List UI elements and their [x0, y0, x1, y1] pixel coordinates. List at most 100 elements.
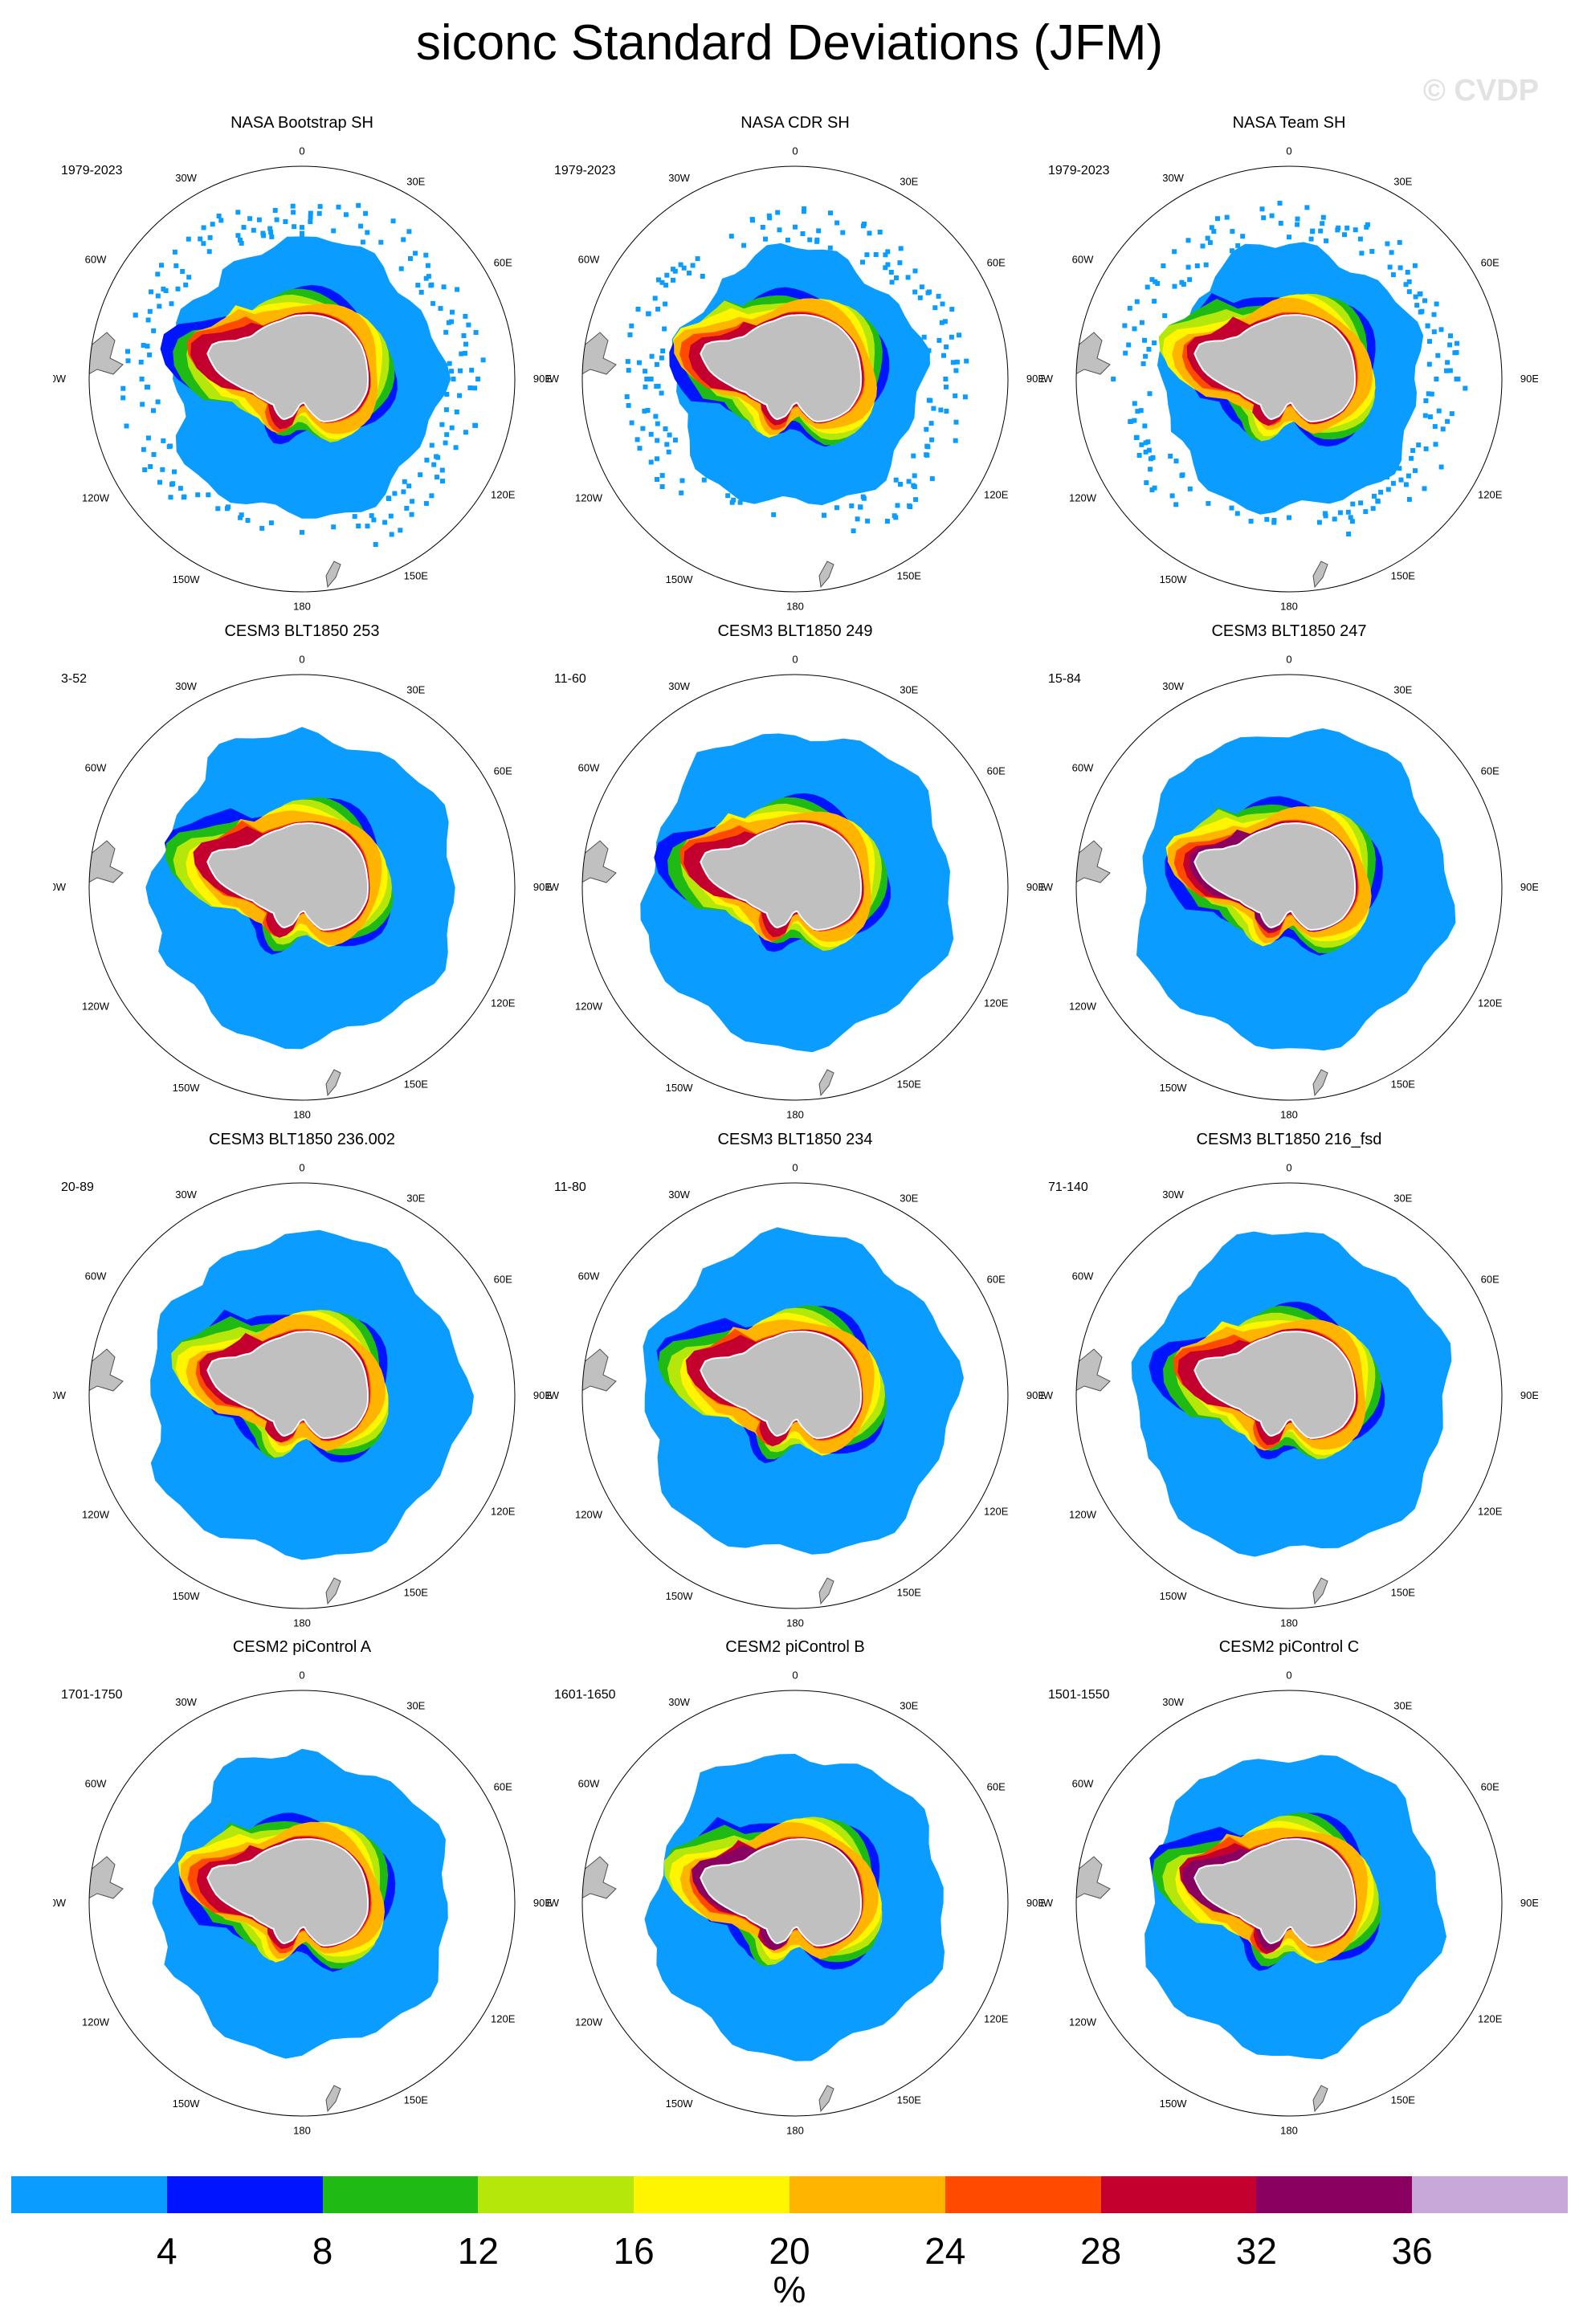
sic-std-pixel [775, 210, 781, 215]
sic-std-pixel [457, 393, 463, 398]
sic-std-pixel [148, 464, 153, 469]
sic-std-pixel [1342, 232, 1347, 238]
sic-std-pixel [649, 353, 655, 359]
sic-std-pixel [1385, 487, 1391, 492]
longitude-label: 30E [900, 683, 918, 695]
sic-std-pixel [207, 234, 213, 240]
sic-std-pixel [687, 271, 692, 275]
panel-period: 11-60 [554, 672, 586, 686]
panel-period: 11-80 [554, 1180, 586, 1194]
longitude-label: 30E [900, 175, 918, 187]
sic-std-pixel [1172, 249, 1177, 255]
sic-std-pixel [206, 492, 211, 498]
sic-std-pixel [210, 222, 215, 227]
longitude-label: 150E [404, 1587, 429, 1599]
longitude-label: 90W [53, 881, 67, 893]
longitude-label: 150E [404, 570, 429, 582]
sic-std-pixel [941, 353, 946, 358]
sic-std-pixel [911, 453, 916, 459]
sic-std-pixel [1169, 493, 1175, 499]
antarctica-land [206, 314, 369, 422]
sic-std-pixel [444, 392, 450, 397]
sic-std-pixel [447, 361, 452, 366]
sic-std-pixel [291, 210, 296, 215]
longitude-label: 30W [1162, 172, 1184, 184]
longitude-label: 60E [494, 765, 512, 777]
sic-std-pixel [648, 377, 654, 381]
sic-std-pixel [283, 219, 288, 224]
panel-period: 1601-1650 [554, 1688, 616, 1702]
colorbar-box [634, 2176, 790, 2213]
sic-std-pixel [671, 267, 675, 272]
sic-std-pixel [648, 431, 654, 437]
sic-std-pixel [637, 446, 643, 451]
sic-std-pixel [1432, 424, 1438, 430]
sic-std-pixel [140, 402, 145, 407]
sic-std-pixel [369, 513, 374, 519]
sic-std-pixel [679, 478, 685, 483]
sic-std-pixel [1438, 464, 1444, 470]
sic-std-pixel [1390, 480, 1396, 486]
sic-std-pixel [1353, 227, 1358, 233]
sic-std-pixel [1173, 459, 1179, 464]
sic-std-pixel [626, 402, 631, 408]
sic-std-pixel [1295, 222, 1300, 227]
sic-std-pixel [1405, 270, 1410, 275]
sic-std-pixel [1363, 509, 1369, 515]
sic-std-pixel [1310, 229, 1316, 234]
sic-std-pixel [1134, 299, 1140, 304]
map-boundary [88, 1182, 516, 1609]
sic-std-pixel [449, 319, 454, 324]
longitude-label: 120W [1069, 1000, 1097, 1012]
sic-std-pixel [1425, 323, 1430, 328]
sic-std-pixel [451, 377, 456, 381]
sic-std-pixel [292, 224, 297, 230]
sic-std-pixel [653, 414, 659, 419]
sic-std-pixel [373, 542, 378, 547]
sic-std-pixel [655, 306, 661, 312]
map-panel: NASA Bootstrap SH 1979-2023 0 30E 60E 90E 120E… [53, 114, 551, 612]
sic-std-pixel [1332, 516, 1337, 522]
sic-std-pixel [365, 230, 370, 235]
longitude-label: 30W [1162, 1189, 1184, 1201]
sic-std-pixel [1436, 408, 1442, 414]
sic-std-pixel [1409, 455, 1414, 461]
sic-std-pixel [646, 311, 651, 316]
sic-std-pixel [1271, 520, 1277, 525]
sic-std-pixel [175, 286, 181, 292]
sic-std-pixel [667, 432, 672, 438]
sic-std-pixel [1423, 398, 1429, 403]
longitude-label: 60W [85, 762, 107, 774]
longitude-label: 60W [578, 254, 600, 266]
sic-std-pixel [1153, 279, 1158, 284]
sic-std-pixel [953, 419, 959, 425]
sic-std-pixel [625, 359, 630, 365]
longitude-label: 60W [1072, 254, 1094, 266]
sic-std-pixel [218, 218, 224, 223]
sic-std-pixel [1146, 447, 1152, 453]
map-panel: NASA CDR SH 1979-2023 0 30E 60E 90E 120E 150E 18… [546, 114, 1044, 612]
colorbar-box [478, 2176, 634, 2213]
longitude-label: 90E [1026, 1897, 1044, 1909]
sic-std-pixel [1248, 519, 1254, 524]
sic-std-pixel [828, 210, 833, 216]
sic-std-pixel [1406, 289, 1412, 295]
longitude-label: 30W [175, 680, 197, 692]
sic-std-pixel [274, 217, 279, 222]
sic-std-pixel [268, 520, 274, 526]
sic-std-pixel [124, 423, 129, 429]
sic-std-pixel [663, 301, 668, 307]
sic-std-pixel [1320, 221, 1325, 226]
colorbar-tick-label: 28 [1080, 2230, 1122, 2272]
longitude-label: 30W [668, 1696, 690, 1708]
longitude-label: 120E [1478, 488, 1503, 500]
longitude-label: 120E [491, 2012, 516, 2024]
sic-std-pixel [429, 442, 435, 448]
sic-std-pixel [1144, 480, 1149, 486]
sic-std-pixel [940, 301, 945, 307]
sic-std-pixel [459, 351, 464, 357]
sic-std-pixel [750, 218, 755, 223]
sic-std-pixel [1369, 249, 1375, 254]
sic-std-pixel [671, 277, 675, 283]
longitude-label: 90E [1520, 1897, 1538, 1909]
